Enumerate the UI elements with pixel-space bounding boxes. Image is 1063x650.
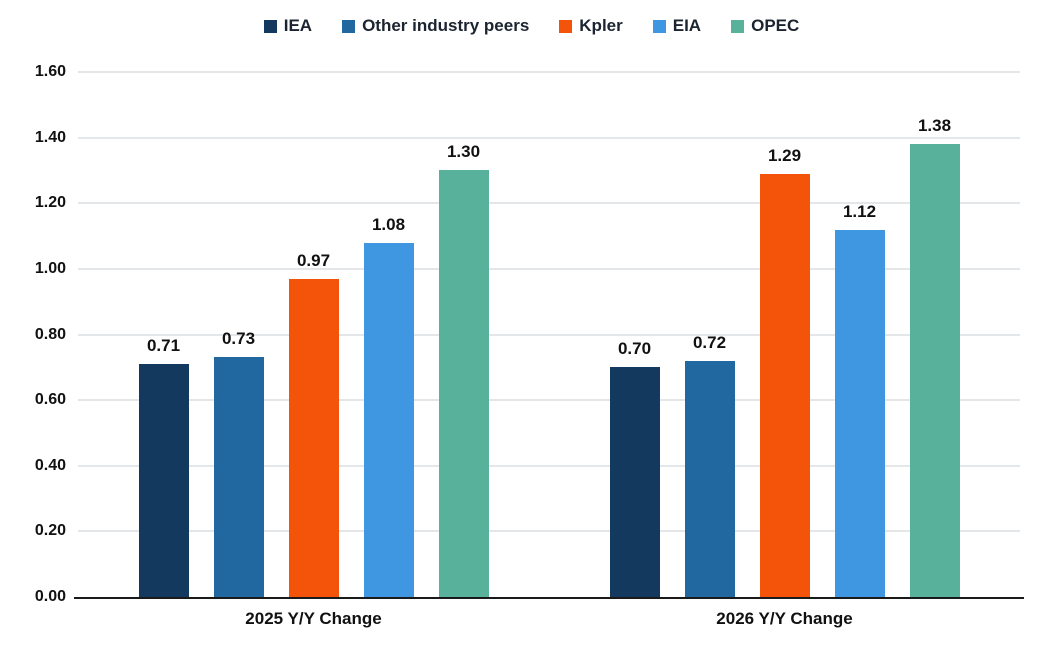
legend-swatch-icon: [731, 19, 745, 33]
legend-label: IEA: [283, 16, 313, 35]
bar-with-label: 1.29: [759, 145, 810, 597]
gridline: [78, 136, 1020, 139]
gridline: [78, 464, 1020, 467]
bar: [684, 360, 735, 597]
legend-label: Kpler: [579, 16, 623, 35]
y-axis-tick-label: 1.00: [34, 259, 66, 277]
bar: [363, 242, 414, 597]
y-axis-tick-label: 0.20: [34, 522, 66, 540]
bar-with-label: 1.08: [363, 214, 414, 597]
y-axis-tick-label: 0.60: [34, 391, 66, 409]
bar-value-label: 0.70: [617, 339, 652, 359]
bar-value-label: 1.38: [917, 116, 952, 136]
legend-item: Other industry peers: [342, 16, 529, 36]
legend-item: EIA: [652, 16, 702, 36]
legend: IEA Other industry peers Kpler EIA OPEC: [0, 16, 1063, 36]
bar: [138, 364, 189, 597]
y-axis-tick-label: 0.40: [34, 456, 66, 474]
bar-groups: 0.71 0.73 0.97 1.08 1.30 0.70 0.72 1.29 1.12 1.38: [78, 72, 1020, 597]
bar-group: 0.70 0.72 1.29 1.12 1.38: [549, 72, 1020, 597]
bar-value-label: 1.30: [446, 142, 481, 162]
bar: [609, 367, 660, 597]
bar-value-label: 0.73: [221, 329, 256, 349]
bar-value-label: 1.12: [842, 201, 877, 221]
bar-with-label: 1.30: [438, 142, 489, 597]
legend-label: EIA: [672, 16, 702, 35]
y-axis-tick-label: 0.00: [34, 588, 66, 605]
x-axis-category-label: 2026 Y/Y Change: [716, 609, 853, 628]
bar-value-label: 0.71: [146, 336, 181, 356]
gridline: [78, 399, 1020, 402]
legend-swatch-icon: [342, 19, 356, 33]
bar-with-label: 1.38: [909, 116, 960, 597]
legend-swatch-icon: [263, 19, 277, 33]
bar-with-label: 0.97: [288, 250, 339, 597]
x-axis-line: [74, 597, 1024, 599]
legend-item: IEA: [263, 16, 313, 36]
bar-with-label: 0.72: [684, 332, 735, 597]
legend-swatch-icon: [652, 19, 666, 33]
gridline: [78, 71, 1020, 73]
bar: [909, 144, 960, 597]
y-axis-tick-label: 1.60: [34, 63, 66, 80]
bar-with-label: 0.73: [213, 329, 264, 597]
gridline: [78, 202, 1020, 205]
bar-with-label: 0.70: [609, 339, 660, 597]
y-axis-tick-label: 1.20: [34, 194, 66, 212]
gridline: [78, 530, 1020, 533]
bar-with-label: 1.12: [834, 201, 885, 597]
gridline: [78, 267, 1020, 270]
x-axis-category-label: 2025 Y/Y Change: [245, 609, 382, 628]
bar-group: 0.71 0.73 0.97 1.08 1.30: [78, 72, 549, 597]
bar-value-label: 0.97: [296, 250, 331, 270]
legend-label: Other industry peers: [362, 16, 530, 35]
gridline: [78, 333, 1020, 336]
bar-with-label: 0.71: [138, 336, 189, 597]
plot-area: 0.71 0.73 0.97 1.08 1.30 0.70 0.72 1.29 1.12 1.38: [74, 71, 1024, 599]
y-axis-tick-label: 0.80: [34, 325, 66, 343]
legend-label: OPEC: [751, 16, 800, 35]
bar: [438, 170, 489, 597]
bar: [759, 173, 810, 597]
legend-item: Kpler: [559, 16, 623, 36]
legend-swatch-icon: [559, 19, 573, 33]
bar: [213, 357, 264, 597]
bar-value-label: 1.29: [767, 145, 802, 165]
x-axis: 2025 Y/Y Change 2026 Y/Y Change: [78, 609, 1020, 629]
bar-value-label: 1.08: [371, 214, 406, 234]
bar-value-label: 0.72: [692, 332, 727, 352]
bar: [288, 278, 339, 597]
y-axis-tick-label: 1.40: [34, 128, 66, 146]
bar: [834, 229, 885, 597]
legend-item: OPEC: [731, 16, 799, 36]
